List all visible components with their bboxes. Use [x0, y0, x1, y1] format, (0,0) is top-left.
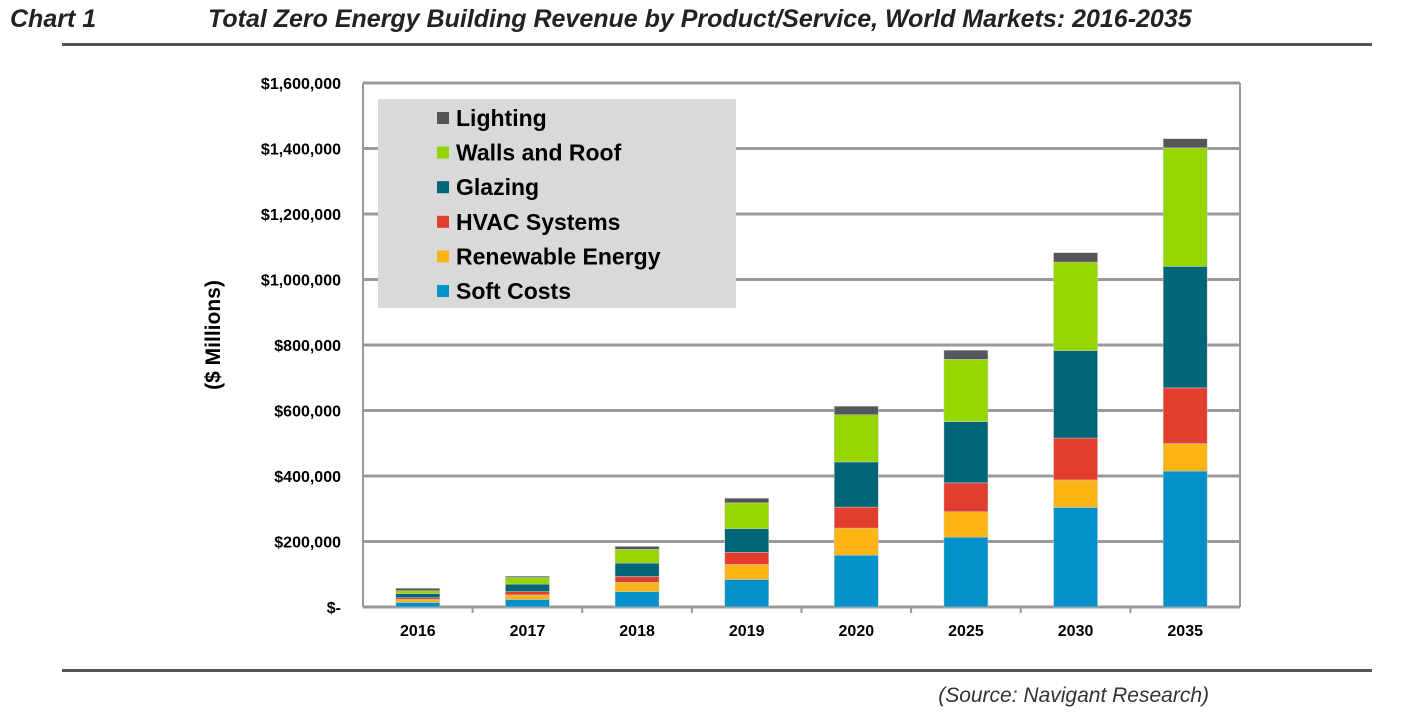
bar-segment-soft-costs: [505, 599, 550, 608]
bar-segment-walls-and-roof: [1053, 261, 1098, 351]
legend-box: [378, 99, 736, 308]
legend-swatch: [437, 146, 449, 159]
legend-label: Renewable Energy: [456, 243, 661, 269]
bottom-rule: [62, 669, 1372, 672]
bar-segment-soft-costs: [724, 579, 769, 608]
x-tick-label: 2018: [619, 623, 655, 640]
bar-segment-glazing: [1053, 350, 1098, 439]
x-tick-label: 2017: [510, 623, 546, 640]
bar-segment-soft-costs: [614, 591, 660, 608]
bar-segment-hvac-systems: [1162, 387, 1208, 444]
bar-segment-glazing: [943, 421, 989, 484]
bar-segment-lighting: [395, 588, 441, 591]
source-note: (Source: Navigant Research): [938, 684, 1209, 707]
bar-segment-hvac-systems: [724, 552, 769, 565]
bar-segment-lighting: [943, 349, 989, 360]
y-tick-label: $1,400,000: [261, 142, 341, 159]
bar-segment-renewable-energy: [834, 527, 879, 556]
top-rule: [62, 43, 1372, 46]
bar-segment-glazing: [834, 461, 879, 508]
y-tick-label: $600,000: [274, 404, 341, 421]
bar-segment-glazing: [505, 583, 550, 592]
y-tick-label: $200,000: [274, 535, 341, 552]
y-tick-label: $400,000: [274, 469, 341, 486]
bar-segment-renewable-energy: [1162, 443, 1208, 472]
x-tick-label: 2020: [839, 623, 875, 640]
bar-segment-renewable-energy: [395, 599, 441, 603]
bar-segment-walls-and-roof: [614, 549, 660, 564]
bar-segment-lighting: [1053, 252, 1098, 263]
bar-segment-walls-and-roof: [505, 577, 550, 585]
bar-segment-lighting: [834, 405, 879, 416]
bar-segment-walls-and-roof: [724, 502, 769, 529]
bar-segment-renewable-energy: [943, 511, 989, 538]
bar-segment-renewable-energy: [505, 594, 550, 600]
legend-label: Soft Costs: [456, 278, 571, 304]
bar-segment-soft-costs: [943, 536, 989, 608]
legend-swatch: [437, 250, 449, 263]
legend-label: Lighting: [456, 105, 547, 131]
bar-segment-hvac-systems: [834, 506, 879, 529]
chart-title: Total Zero Energy Building Revenue by Pr…: [208, 5, 1192, 33]
legend-swatch: [437, 215, 449, 228]
bar-segment-walls-and-roof: [1162, 147, 1208, 267]
x-tick-label: 2025: [948, 623, 984, 640]
chart-label: Chart 1: [10, 5, 97, 33]
bar-segment-glazing: [395, 593, 441, 599]
bar-segment-lighting: [1162, 138, 1208, 149]
y-tick-label: $1,600,000: [261, 76, 341, 93]
bar-segment-soft-costs: [834, 555, 879, 608]
bar-segment-glazing: [1162, 266, 1208, 389]
bar-segment-renewable-energy: [1053, 479, 1098, 508]
bar-segment-lighting: [505, 575, 550, 578]
legend-label: Walls and Roof: [456, 140, 622, 166]
bar-segment-hvac-systems: [1053, 437, 1098, 481]
bar-segment-lighting: [614, 546, 660, 550]
legend-swatch: [437, 112, 449, 124]
legend-label: HVAC Systems: [456, 209, 620, 235]
bar-segment-walls-and-roof: [395, 590, 441, 594]
bar-segment-glazing: [724, 528, 769, 553]
bar-segment-walls-and-roof: [834, 414, 879, 463]
bar-segment-lighting: [724, 498, 769, 504]
bar-segment-glazing: [614, 562, 660, 577]
bar-segment-hvac-systems: [505, 591, 550, 596]
y-tick-label: $1,000,000: [261, 273, 341, 290]
x-tick-label: 2035: [1167, 623, 1203, 640]
legend-swatch: [437, 285, 449, 297]
bar-segment-walls-and-roof: [943, 359, 989, 422]
y-tick-label: $800,000: [274, 338, 341, 355]
bar-segment-soft-costs: [1162, 470, 1208, 608]
legend-swatch: [437, 181, 449, 194]
bar-segment-renewable-energy: [614, 582, 660, 592]
y-tick-label: $1,200,000: [261, 207, 341, 224]
bar-segment-renewable-energy: [724, 564, 769, 580]
legend-label: Glazing: [456, 174, 539, 200]
x-tick-label: 2030: [1058, 623, 1094, 640]
x-tick-label: 2016: [400, 623, 436, 640]
y-axis-title: ($ Millions): [202, 280, 225, 390]
bar-segment-soft-costs: [395, 602, 441, 608]
bar-segment-hvac-systems: [614, 576, 660, 583]
bar-segment-hvac-systems: [943, 482, 989, 512]
bar-segment-soft-costs: [1053, 507, 1098, 608]
y-tick-label: $-: [327, 600, 341, 617]
x-tick-label: 2019: [729, 623, 765, 640]
